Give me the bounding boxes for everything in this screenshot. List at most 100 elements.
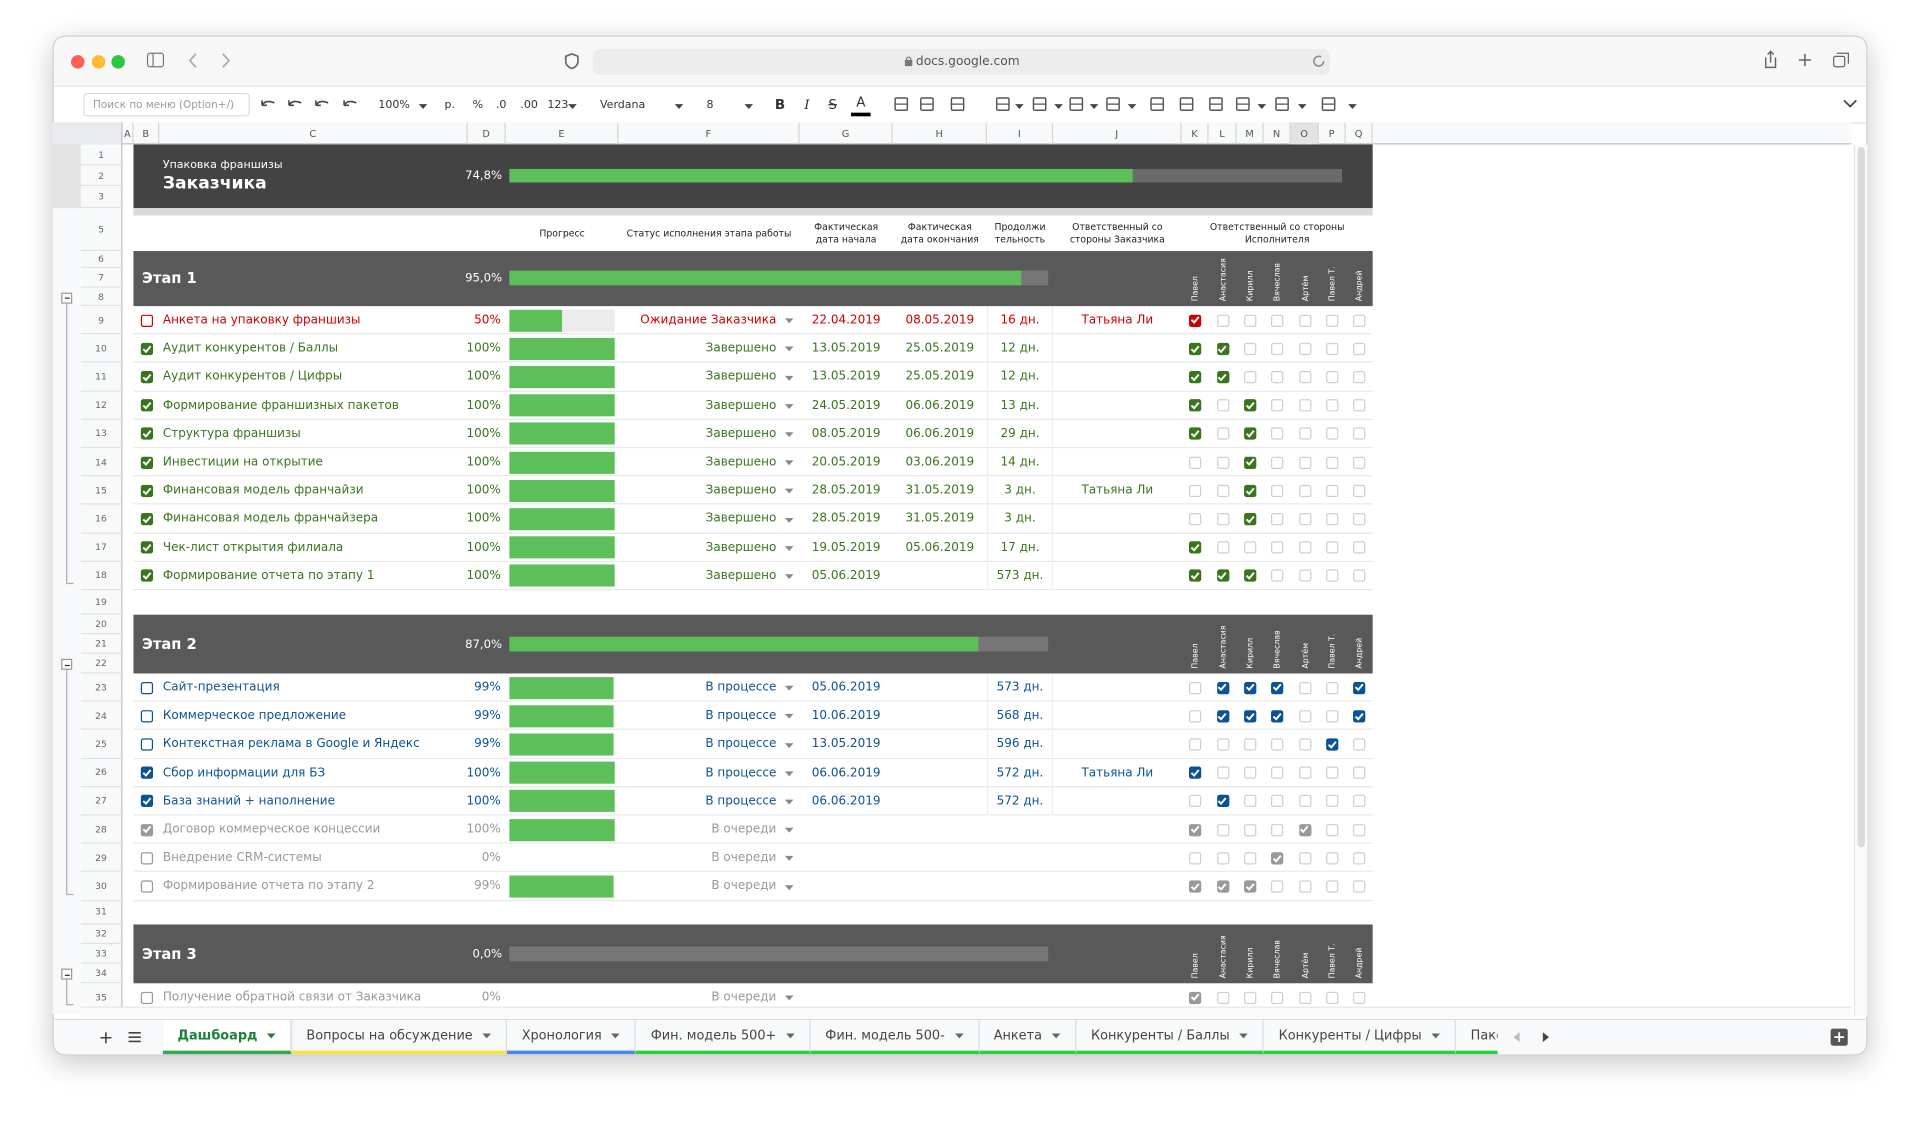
- dropdown-arrow-part: [568, 104, 577, 109]
- checkbox: [1271, 371, 1284, 384]
- dropdown-arrow: [784, 517, 794, 523]
- column-letter: D: [468, 122, 506, 145]
- task-status: В процессе: [705, 794, 777, 809]
- task-name: Договор коммерческое концессии: [162, 822, 381, 837]
- progress-fill: [509, 704, 614, 728]
- horizontal-scrollbar: [80, 1006, 1852, 1018]
- checkbox: [1188, 681, 1202, 694]
- row-number: 25: [80, 730, 123, 759]
- checkbox: [1326, 456, 1339, 469]
- frozen-gutter-mark: [52, 144, 81, 209]
- checkbox: [1216, 342, 1229, 355]
- checkbox: [1216, 880, 1229, 893]
- collapse-toolbar: [1843, 99, 1857, 108]
- checkbox: [1326, 399, 1339, 412]
- checkbox: [1353, 541, 1366, 554]
- check-mark: [1354, 712, 1364, 720]
- dropdown-arrow-part: [784, 517, 794, 523]
- task-status: В процессе: [705, 680, 777, 695]
- toolbar-button: %: [472, 98, 484, 111]
- sheet-tab[interactable]: Анкета: [979, 1020, 1077, 1055]
- sheet-tab[interactable]: Фин. модель 500+: [636, 1020, 811, 1055]
- checkbox: [140, 342, 154, 355]
- checkbox: [1326, 541, 1339, 554]
- check-mark: [142, 345, 151, 353]
- checkbox: [1188, 709, 1202, 723]
- task-name: Аудит конкурентов / Баллы: [162, 341, 339, 356]
- tabs-scroll-left-part: [1513, 1032, 1520, 1043]
- checkbox: [1244, 851, 1257, 865]
- group-line: [66, 973, 68, 1005]
- checkbox: [1188, 342, 1202, 355]
- check-mark-part: [1217, 683, 1227, 692]
- checkbox: [1244, 569, 1257, 583]
- check-mark-part: [1190, 572, 1200, 580]
- task-start-date: 05.06.2019: [811, 680, 881, 695]
- checkbox: [1244, 314, 1257, 327]
- sheet-tab[interactable]: Хронология: [507, 1020, 637, 1055]
- tab-menu-arrow-part: [1051, 1032, 1061, 1038]
- checkbox: [1216, 766, 1229, 780]
- task-name: Внедрение CRM-системы: [162, 851, 322, 865]
- checkbox: [1298, 371, 1311, 384]
- dropdown-arrow-part: [784, 488, 794, 494]
- task-name: Инвестиции на открытие: [162, 455, 323, 470]
- tabs-icon: [1833, 52, 1849, 68]
- toolbar-button: .0: [495, 98, 507, 111]
- dropdown-arrow-part: [784, 460, 794, 466]
- dropdown-arrow-part: [784, 318, 794, 324]
- task-duration: 29 дн.: [986, 419, 1054, 449]
- checkbox: [1216, 823, 1229, 836]
- checkbox: [1353, 484, 1366, 497]
- tabs-icon-part: [1833, 55, 1846, 68]
- checkbox: [1188, 484, 1202, 497]
- dropdown-arrow-part: [1297, 104, 1307, 109]
- executor-name: Артём: [1299, 642, 1310, 669]
- dropdown-arrow: [784, 488, 794, 494]
- sheet-tab[interactable]: Пакеты: [1455, 1020, 1498, 1055]
- check-mark: [1190, 826, 1200, 834]
- dropdown-arrow: [568, 104, 577, 109]
- check-mark: [1299, 826, 1309, 834]
- sheet-tab[interactable]: Фин. модель 500-: [810, 1020, 980, 1055]
- checkbox: [140, 795, 154, 808]
- toolbar-icon: [996, 97, 1010, 111]
- checkbox: [1326, 569, 1339, 583]
- check-mark: [1245, 401, 1255, 410]
- task-name: Формирование отчета по этапу 1: [162, 569, 375, 583]
- task-end-date: 06.06.2019: [905, 398, 975, 413]
- row-number: 24: [80, 701, 123, 731]
- task-row: [133, 363, 1373, 392]
- row-number: 21: [80, 634, 123, 654]
- tab-menu-arrow-part: [267, 1032, 276, 1038]
- checkbox: [1271, 342, 1284, 355]
- tabs-scroll-left: [1513, 1032, 1520, 1043]
- checkbox: [1188, 851, 1202, 865]
- check-mark-part: [142, 458, 151, 467]
- checkbox: [1216, 513, 1229, 526]
- sheet-tab[interactable]: Вопросы на обсуждение: [291, 1020, 508, 1055]
- task-row: [133, 787, 1373, 816]
- progress-fill: [509, 479, 615, 502]
- task-row: [133, 391, 1373, 420]
- dropdown-arrow: [784, 884, 794, 890]
- executor-name: Андрей: [1354, 270, 1365, 302]
- row-number: 2: [80, 165, 123, 187]
- sheet-tab[interactable]: Конкуренты / Баллы: [1076, 1020, 1264, 1055]
- dropdown-arrow: [784, 460, 794, 466]
- dropdown-arrow: [784, 856, 794, 862]
- check-mark-part: [1217, 572, 1227, 580]
- all-sheets-part: [128, 1032, 141, 1043]
- sheet-tab[interactable]: Конкуренты / Цифры: [1263, 1020, 1456, 1055]
- toolbar-icon-part: [288, 100, 302, 107]
- checkbox: [1353, 314, 1366, 327]
- row-number: 5: [80, 208, 123, 252]
- checkbox: [1298, 399, 1311, 412]
- check-mark: [1245, 712, 1255, 720]
- task-status: Завершено: [705, 370, 777, 384]
- executor-name: Вячеслав: [1272, 940, 1283, 979]
- tab-name: Анкета: [993, 1027, 1042, 1043]
- toolbar-button: 100%: [378, 98, 410, 111]
- toolbar-icon: [261, 100, 275, 107]
- sheet-tab[interactable]: Дашбоард: [162, 1020, 292, 1055]
